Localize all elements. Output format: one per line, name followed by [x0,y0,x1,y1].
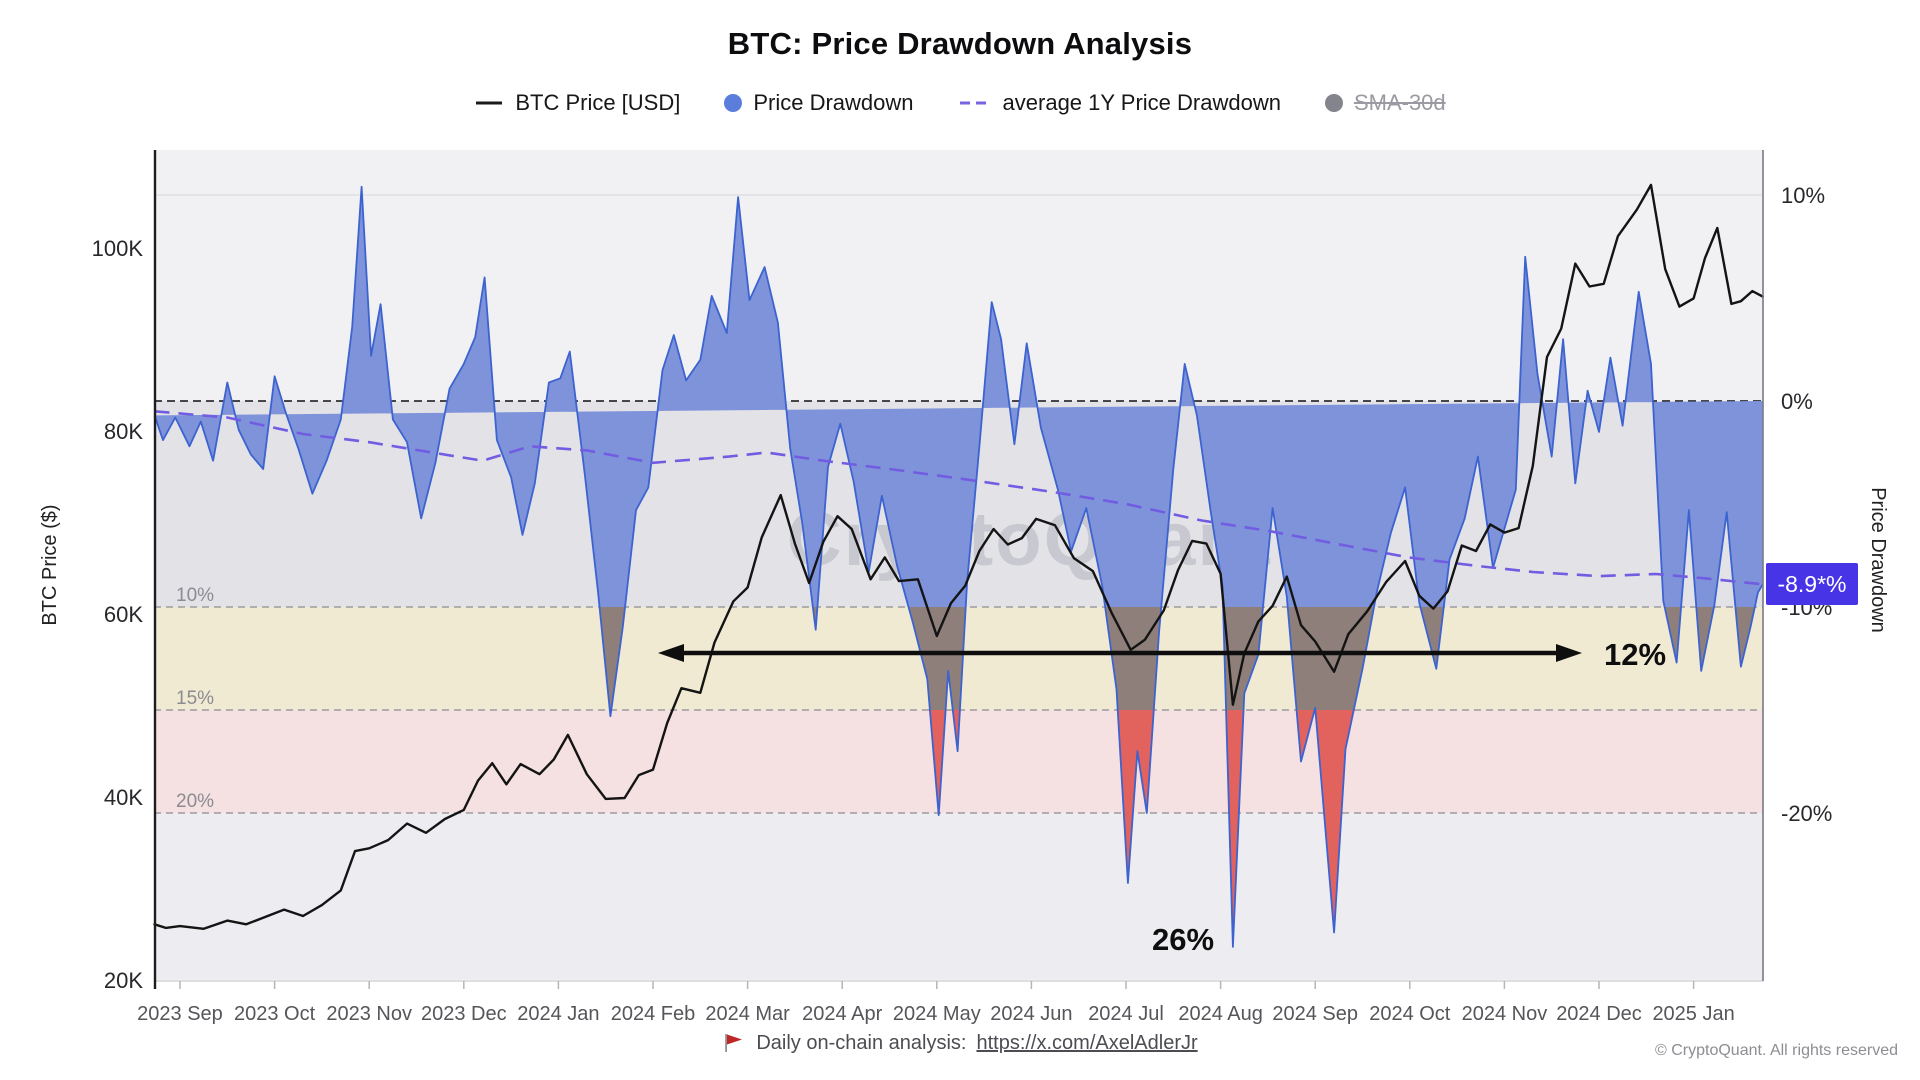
circle-swatch-icon [724,94,743,112]
legend-item-btc-price[interactable]: BTC Price [USD] [474,92,680,114]
left-axis-title: BTC Price ($) [39,504,61,625]
crash-label: 26% [1152,922,1214,957]
circle-swatch-icon [1324,94,1343,112]
analysis-link[interactable]: https://x.com/AxelAdlerJr [976,1031,1198,1054]
legend-item-sma-30d[interactable]: SMA-30d [1324,90,1446,115]
x-tick-label: 2024 Apr [802,1003,882,1025]
drawdown-outline [153,185,1764,948]
drawdown-level-label: 15% [176,688,214,709]
x-tick-label: 2024 Feb [611,1003,696,1025]
x-tick-label: 2024 Sep [1272,1003,1358,1025]
arrow-right-head-icon [1556,644,1582,662]
x-tick-label: 2024 Jan [517,1003,599,1025]
current-value-badge: -8.9*% [1766,563,1858,605]
legend-label: SMA-30d [1353,90,1446,115]
left-tick-label: 60K [104,602,143,627]
legend-label: Price Drawdown [753,90,914,115]
x-tick-label: 2023 Nov [326,1003,412,1025]
left-tick-label: 80K [104,419,143,444]
x-tick-label: 2024 Aug [1178,1003,1263,1025]
x-tick-label: 2024 Mar [705,1003,790,1025]
right-tick-label: -20% [1781,801,1832,826]
drawdown-level-label: 20% [176,791,214,812]
analysis-text: Daily on-chain analysis: [756,1031,967,1054]
arrow-left-head-icon [658,644,684,662]
average-drawdown-line [154,410,1763,586]
dash-swatch-icon [959,101,990,105]
legend-item-average-drawdown[interactable]: average 1Y Price Drawdown [958,92,1281,114]
left-tick-label: 40K [104,785,143,810]
x-tick-label: 2024 May [893,1003,981,1025]
x-axis: 2023 Sep 2023 Oct 2023 Nov 2023 Dec 2024 Jan… [137,980,1763,1025]
x-tick-label: 2025 Jan [1652,1003,1734,1025]
left-tick-label: 20K [104,968,143,993]
line-swatch-icon [476,101,503,105]
x-tick-label: 2023 Sep [137,1003,223,1025]
band-above-zero [154,150,1763,401]
btc-price-line [153,183,1764,930]
x-tick-label: 2024 Oct [1369,1003,1451,1025]
page-title: BTC: Price Drawdown Analysis [727,26,1193,61]
drawdown-level-label: 10% [176,585,214,606]
copyright: © CryptoQuant. All rights reserved [1655,1042,1898,1059]
chart-legend: BTC Price [USD] Price Drawdown average 1… [0,92,1920,114]
legend-label: BTC Price [USD] [515,90,681,115]
y-axis-left: 100K 80K 60K 40K 20K [92,150,157,993]
x-tick-label: 2024 Nov [1462,1003,1548,1025]
range-label: 12% [1604,637,1666,672]
plot-area[interactable] [153,183,1764,948]
x-tick-label: 2024 Dec [1556,1003,1642,1025]
legend-label: average 1Y Price Drawdown [1002,90,1281,115]
x-tick-label: 2024 Jun [990,1003,1072,1025]
legend-item-price-drawdown[interactable]: Price Drawdown [724,90,914,115]
left-tick-label: 100K [92,236,144,261]
current-value-label: -8.9*% [1777,571,1846,597]
right-tick-label: 0% [1781,389,1813,414]
x-tick-label: 2023 Oct [234,1003,316,1025]
right-tick-label: 10% [1781,183,1825,208]
x-tick-label: 2024 Jul [1088,1003,1164,1025]
flag-icon [725,1034,743,1052]
right-axis-title: Price Drawdown [1867,487,1889,633]
drawdown-area-blue [154,186,1763,607]
range-arrow-annotation: 12% [658,637,1666,672]
band-below-20 [154,813,1763,980]
x-tick-label: 2023 Dec [421,1003,507,1025]
analysis-footnote: Daily on-chain analysis: https://x.com/A… [0,1031,1920,1055]
